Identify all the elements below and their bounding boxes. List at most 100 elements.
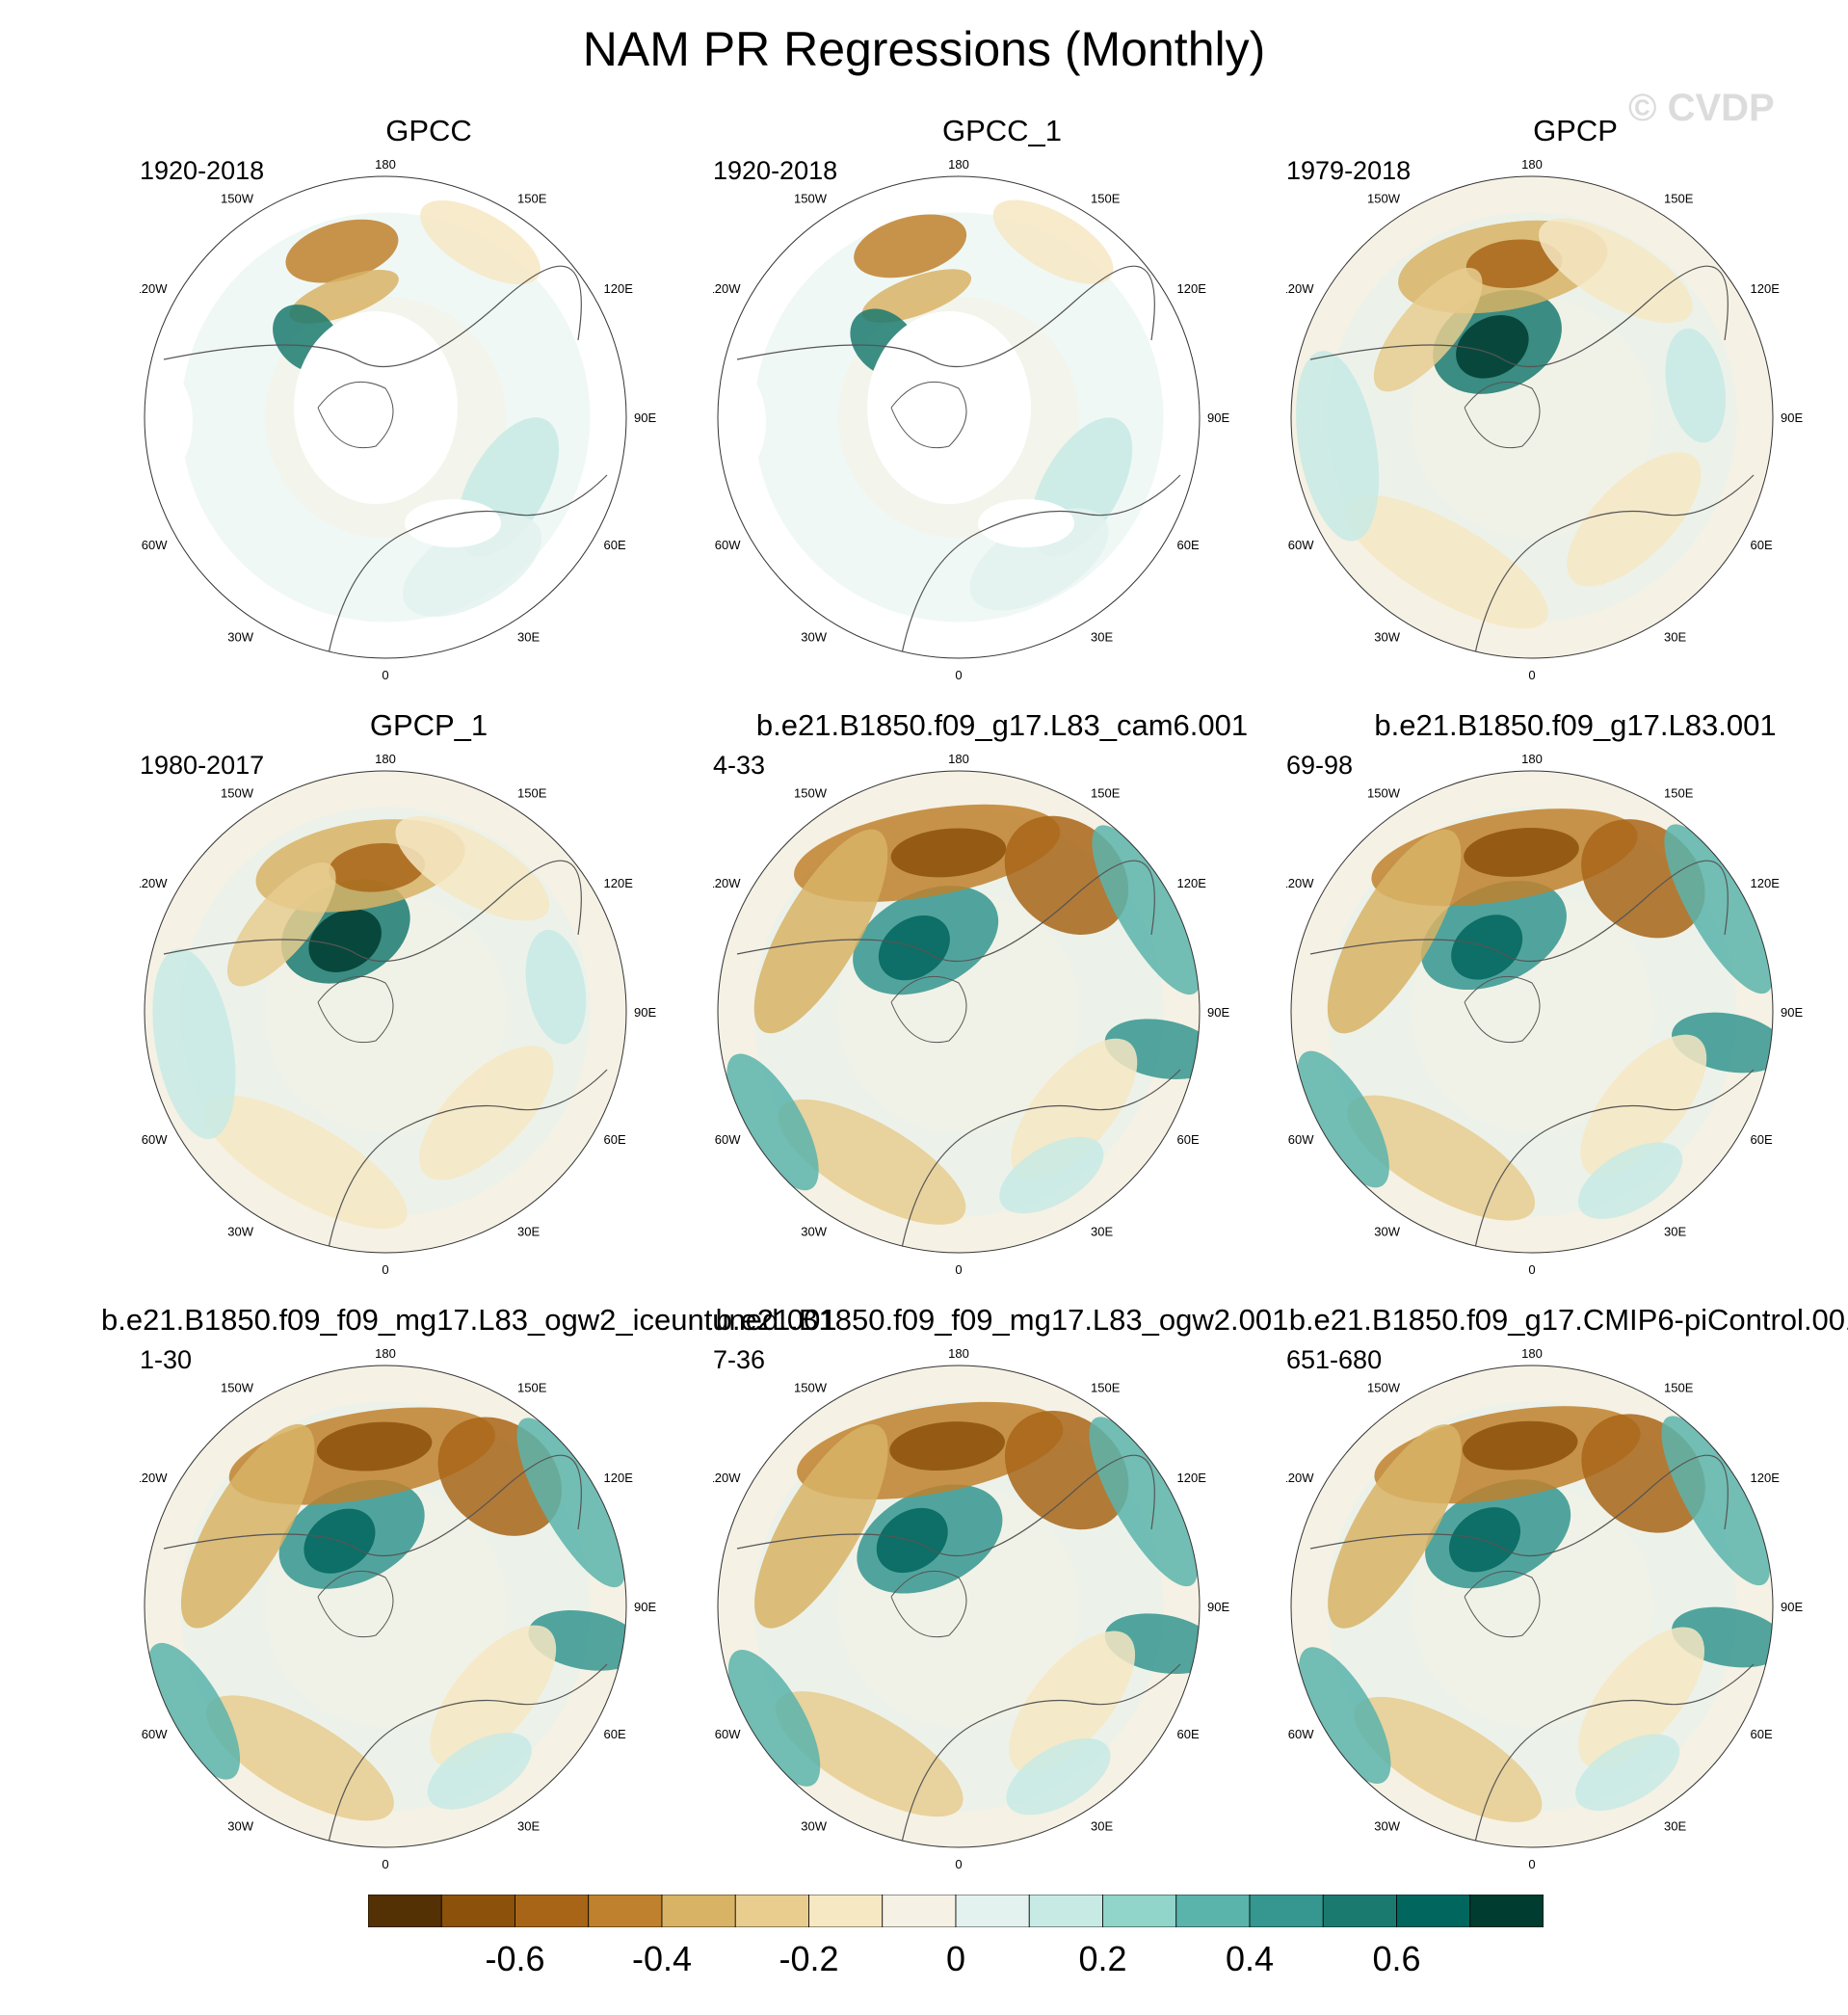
panel-title: GPCC [385,114,472,147]
lon-label-lower-right-2: 30E [1091,630,1113,645]
colorbar-tick-label: 0.4 [1225,1939,1275,1978]
lon-label-upper-left-2: 120W [1286,876,1314,890]
colorbar-tick-label: 0 [945,1939,966,1978]
lon-label-upper-right-1: 150E [517,192,547,206]
lon-label-upper-left-1: 150W [221,1381,254,1395]
panel-years: 1980-2017 [140,751,265,780]
panel-title: GPCP [1533,114,1618,147]
lon-label-right: 90E [1207,1005,1229,1020]
lon-label-lower-left-2: 30W [801,630,827,645]
figure-title: NAM PR Regressions (Monthly) [582,22,1266,76]
colorbar-tick-label: 0.2 [1078,1939,1127,1978]
colorbar [368,1895,1544,1927]
lon-label-right: 90E [634,411,656,425]
lon-label-right: 90E [1207,1600,1229,1614]
polar-map: 180090W90E150W120W150E120E60W30W60E30E [140,1346,656,1871]
lon-label-upper-right-2: 120E [604,1471,634,1485]
lon-label-top: 180 [375,157,396,172]
lon-label-lower-left-2: 30W [1374,1819,1400,1834]
colorbar-segment [1322,1895,1397,1927]
colorbar-segment [1102,1895,1177,1927]
lon-label-upper-right-1: 150E [1664,1381,1694,1395]
panel-title: GPCP_1 [369,708,488,742]
polar-map: 180090W90E150W120W150E120E60W30W60E30E [713,752,1229,1277]
lon-label-lower-left-1: 60W [1288,1727,1314,1741]
panel-years: 4-33 [713,751,766,780]
panel-years: 1920-2018 [713,156,838,185]
map-panel: 180090W90E150W120W150E120E60W30W60E30EGP… [140,114,718,711]
lon-label-lower-right-2: 30E [1664,630,1686,645]
panel-years: 1-30 [140,1345,193,1374]
lon-label-top: 180 [375,752,396,766]
colorbar-segment [955,1895,1030,1927]
lon-label-top: 180 [375,1346,396,1361]
lon-label-right: 90E [1781,1005,1803,1020]
lon-label-upper-right-2: 120E [1751,1471,1781,1485]
lon-label-lower-left-1: 60W [1288,1132,1314,1147]
lon-label-upper-right-1: 150E [1664,786,1694,801]
colorbar-tick-label: -0.6 [485,1939,545,1978]
lon-label-upper-right-2: 120E [1177,876,1207,890]
lon-label-upper-right-2: 120E [1751,281,1781,296]
lon-label-lower-right-1: 60E [1751,1727,1773,1741]
panel-title: b.e21.B1850.f09_g17.L83_cam6.001 [755,708,1249,742]
map-panel: 180090W90E150W120W150E120E60W30W60E30E GP… [1286,114,1848,711]
colorbar-tick-label: -0.2 [779,1939,839,1978]
polar-map: 180090W90E150W120W150E120E60W30W60E30E [713,1346,1229,1871]
lon-label-bottom: 0 [1528,1857,1535,1871]
lon-label-upper-left-2: 120W [140,1471,168,1485]
panel-title: GPCC_1 [941,114,1063,147]
polar-map: 180090W90E150W120W150E120E60W30W60E30E [1286,1346,1803,1871]
polar-map: 180090W90E150W120W150E120E60W30W60E30E [713,157,1229,682]
cvdp-watermark: © CVDP [1628,87,1775,129]
lon-label-top: 180 [1521,752,1543,766]
map-panel: 180090W90E150W120W150E120E60W30W60E30Eb.… [101,1303,837,1900]
lon-label-upper-left-1: 150W [794,1381,828,1395]
colorbar-segment [440,1895,515,1927]
panel-years: 7-36 [713,1345,766,1374]
colorbar-segment [882,1895,957,1927]
panel-years: 651-680 [1286,1345,1383,1374]
lon-label-lower-right-1: 60E [1751,1132,1773,1147]
lon-label-lower-right-1: 60E [604,1132,626,1147]
lon-label-upper-left-1: 150W [221,192,254,206]
lon-label-lower-right-1: 60E [1177,1727,1200,1741]
lon-label-upper-right-2: 120E [1177,1471,1207,1485]
lon-label-upper-left-2: 120W [1286,281,1314,296]
polar-map: 180090W90E150W120W150E120E60W30W60E30E [140,157,656,682]
colorbar-segment [808,1895,884,1927]
lon-label-top: 180 [1521,1346,1543,1361]
colorbar-tick-label: -0.4 [631,1939,693,1978]
lon-label-lower-right-1: 60E [604,538,626,552]
lon-label-upper-left-1: 150W [1367,786,1401,801]
lon-label-top: 180 [948,157,969,172]
lon-label-upper-left-1: 150W [1367,1381,1401,1395]
lon-label-upper-left-1: 150W [794,786,828,801]
lon-label-bottom: 0 [382,668,388,682]
lon-label-bottom: 0 [382,1857,388,1871]
map-panel: 180090W90E150W120W150E120E60W30W60E30Eb.… [1286,1303,1848,1900]
lon-label-upper-left-2: 120W [713,1471,741,1485]
lon-label-upper-right-1: 150E [517,786,547,801]
panel-title: b.e21.B1850.f09_f09_mg17.L83_ogw2_iceunt… [101,1303,837,1337]
polar-map: 180090W90E150W120W150E120E60W30W60E30E [1286,157,1803,682]
lon-label-lower-left-1: 60W [715,538,741,552]
lon-label-lower-right-2: 30E [1091,1819,1113,1834]
lon-label-lower-left-2: 30W [227,1819,253,1834]
lon-label-lower-left-2: 30W [1374,630,1400,645]
lon-label-bottom: 0 [955,668,962,682]
lon-label-lower-left-2: 30W [227,630,253,645]
panel-years: 1979-2018 [1286,156,1412,185]
lon-label-upper-right-1: 150E [1091,1381,1121,1395]
lon-label-bottom: 0 [382,1262,388,1277]
panel-years: 69-98 [1286,751,1354,780]
panel-title: b.e21.B1850.f09_g17.CMIP6-piControl.001 [1288,1303,1848,1337]
lon-label-upper-left-2: 120W [713,876,741,890]
colorbar-segment [734,1895,809,1927]
lon-label-lower-right-2: 30E [1664,1225,1686,1239]
lon-label-lower-left-2: 30W [801,1225,827,1239]
lon-label-upper-right-1: 150E [1091,192,1121,206]
lon-label-top: 180 [948,752,969,766]
lon-label-lower-right-2: 30E [1091,1225,1113,1239]
lon-label-lower-left-1: 60W [142,1132,168,1147]
